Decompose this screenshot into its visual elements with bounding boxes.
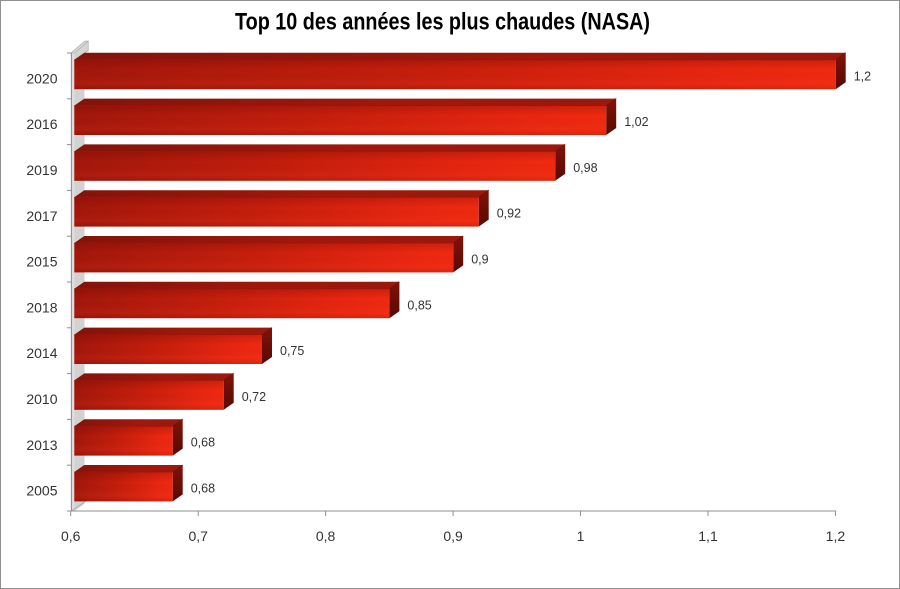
svg-text:2018: 2018 [26, 299, 57, 315]
svg-text:0,98: 0,98 [573, 161, 597, 175]
svg-text:0,72: 0,72 [242, 390, 266, 404]
svg-text:1: 1 [577, 528, 585, 544]
svg-text:0,9: 0,9 [471, 253, 488, 267]
svg-text:1,2: 1,2 [826, 528, 846, 544]
svg-text:0,85: 0,85 [407, 298, 431, 312]
svg-text:1,2: 1,2 [854, 69, 871, 83]
svg-text:1,1: 1,1 [698, 528, 718, 544]
svg-text:0,9: 0,9 [443, 528, 463, 544]
svg-text:2017: 2017 [26, 208, 57, 224]
svg-text:2020: 2020 [26, 70, 57, 86]
svg-text:0,8: 0,8 [316, 528, 336, 544]
svg-text:2015: 2015 [26, 254, 57, 270]
svg-text:Top 10 des années les plus cha: Top 10 des années les plus chaudes (NASA… [235, 9, 650, 36]
svg-text:2016: 2016 [26, 116, 57, 132]
svg-text:0,68: 0,68 [191, 482, 215, 496]
svg-text:0,7: 0,7 [188, 528, 208, 544]
svg-text:2005: 2005 [26, 483, 57, 499]
svg-text:2019: 2019 [26, 162, 57, 178]
svg-text:2013: 2013 [26, 437, 57, 453]
svg-text:0,68: 0,68 [191, 436, 215, 450]
svg-text:2014: 2014 [26, 345, 57, 361]
svg-text:1,02: 1,02 [624, 115, 648, 129]
svg-text:0,92: 0,92 [497, 207, 521, 221]
svg-text:2010: 2010 [26, 391, 57, 407]
svg-text:0,6: 0,6 [61, 528, 81, 544]
svg-text:0,75: 0,75 [280, 344, 304, 358]
